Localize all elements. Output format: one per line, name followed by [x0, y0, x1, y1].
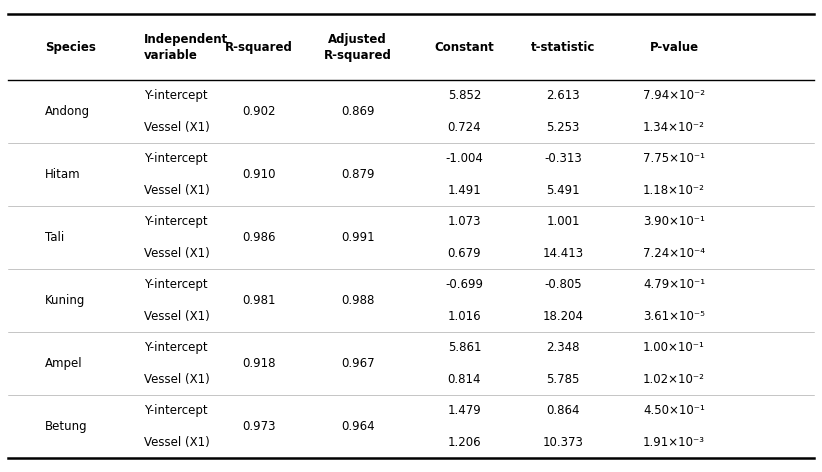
Text: 1.016: 1.016 — [448, 310, 481, 323]
Text: 0.986: 0.986 — [242, 231, 275, 244]
Text: 18.204: 18.204 — [543, 310, 584, 323]
Text: 1.491: 1.491 — [447, 184, 482, 197]
Text: 4.50×10⁻¹: 4.50×10⁻¹ — [643, 404, 705, 417]
Text: -0.699: -0.699 — [446, 278, 483, 291]
Text: 10.373: 10.373 — [543, 436, 584, 448]
Text: 1.001: 1.001 — [547, 215, 580, 228]
Text: 5.785: 5.785 — [547, 373, 580, 386]
Text: 7.94×10⁻²: 7.94×10⁻² — [643, 90, 705, 102]
Text: Y-intercept: Y-intercept — [144, 90, 207, 102]
Text: 0.679: 0.679 — [448, 247, 481, 260]
Text: 1.18×10⁻²: 1.18×10⁻² — [643, 184, 705, 197]
Text: Andong: Andong — [45, 105, 90, 118]
Text: 0.973: 0.973 — [242, 420, 275, 433]
Text: Ampel: Ampel — [45, 357, 83, 370]
Text: 0.991: 0.991 — [341, 231, 374, 244]
Text: Vessel (X1): Vessel (X1) — [144, 373, 210, 386]
Text: 0.981: 0.981 — [242, 294, 275, 307]
Text: 0.814: 0.814 — [448, 373, 481, 386]
Text: 5.253: 5.253 — [547, 121, 580, 134]
Text: 3.61×10⁻⁵: 3.61×10⁻⁵ — [643, 310, 705, 323]
Text: 0.988: 0.988 — [341, 294, 374, 307]
Text: -1.004: -1.004 — [446, 152, 483, 165]
Text: Vessel (X1): Vessel (X1) — [144, 184, 210, 197]
Text: 1.02×10⁻²: 1.02×10⁻² — [643, 373, 705, 386]
Text: 1.073: 1.073 — [448, 215, 481, 228]
Text: 4.79×10⁻¹: 4.79×10⁻¹ — [643, 278, 705, 291]
Text: Y-intercept: Y-intercept — [144, 152, 207, 165]
Text: 0.964: 0.964 — [341, 420, 374, 433]
Text: Adjusted
R-squared: Adjusted R-squared — [324, 33, 391, 62]
Text: 0.967: 0.967 — [341, 357, 374, 370]
Text: Y-intercept: Y-intercept — [144, 278, 207, 291]
Text: 2.613: 2.613 — [547, 90, 580, 102]
Text: 5.861: 5.861 — [448, 341, 481, 354]
Text: Vessel (X1): Vessel (X1) — [144, 436, 210, 448]
Text: Y-intercept: Y-intercept — [144, 215, 207, 228]
Text: 0.910: 0.910 — [242, 168, 275, 181]
Text: 7.24×10⁻⁴: 7.24×10⁻⁴ — [643, 247, 705, 260]
Text: P-value: P-value — [649, 41, 699, 54]
Text: 1.00×10⁻¹: 1.00×10⁻¹ — [643, 341, 705, 354]
Text: Y-intercept: Y-intercept — [144, 341, 207, 354]
Text: R-squared: R-squared — [225, 41, 293, 54]
Text: Species: Species — [45, 41, 96, 54]
Text: Vessel (X1): Vessel (X1) — [144, 247, 210, 260]
Text: 0.879: 0.879 — [341, 168, 374, 181]
Text: 0.864: 0.864 — [547, 404, 580, 417]
Text: 2.348: 2.348 — [547, 341, 580, 354]
Text: 1.34×10⁻²: 1.34×10⁻² — [643, 121, 705, 134]
Text: 1.479: 1.479 — [447, 404, 482, 417]
Text: 5.491: 5.491 — [547, 184, 580, 197]
Text: -0.313: -0.313 — [544, 152, 582, 165]
Text: 0.869: 0.869 — [341, 105, 374, 118]
Text: 3.90×10⁻¹: 3.90×10⁻¹ — [643, 215, 705, 228]
Text: Constant: Constant — [435, 41, 494, 54]
Text: 1.91×10⁻³: 1.91×10⁻³ — [643, 436, 705, 448]
Text: 7.75×10⁻¹: 7.75×10⁻¹ — [643, 152, 705, 165]
Text: Vessel (X1): Vessel (X1) — [144, 121, 210, 134]
Text: Vessel (X1): Vessel (X1) — [144, 310, 210, 323]
Text: -0.805: -0.805 — [544, 278, 582, 291]
Text: t-statistic: t-statistic — [531, 41, 595, 54]
Text: Independent
variable: Independent variable — [144, 33, 228, 62]
Text: 0.918: 0.918 — [242, 357, 275, 370]
Text: 1.206: 1.206 — [448, 436, 481, 448]
Text: Tali: Tali — [45, 231, 64, 244]
Text: 5.852: 5.852 — [448, 90, 481, 102]
Text: Betung: Betung — [45, 420, 88, 433]
Text: 0.902: 0.902 — [242, 105, 275, 118]
Text: Y-intercept: Y-intercept — [144, 404, 207, 417]
Text: Hitam: Hitam — [45, 168, 81, 181]
Text: 0.724: 0.724 — [448, 121, 481, 134]
Text: 14.413: 14.413 — [543, 247, 584, 260]
Text: Kuning: Kuning — [45, 294, 85, 307]
